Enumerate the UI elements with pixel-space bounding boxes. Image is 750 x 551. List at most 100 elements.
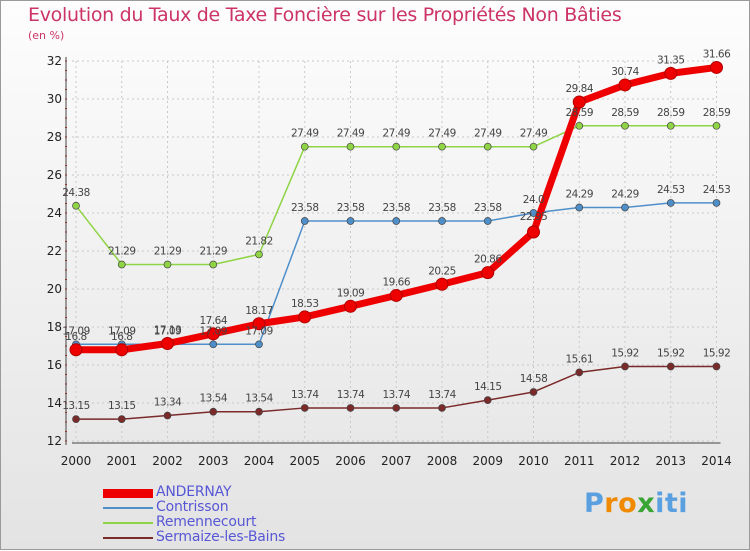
- data-label: 28.59: [565, 107, 593, 119]
- data-label: 27.49: [382, 128, 410, 140]
- data-point: [483, 396, 492, 404]
- legend-label: Remennecourt: [156, 514, 257, 530]
- x-tick-label: 2012: [610, 454, 641, 468]
- data-point: [666, 199, 675, 207]
- data-point: [712, 199, 721, 207]
- data-point: [712, 362, 721, 371]
- logo-letter: r: [604, 488, 619, 519]
- data-label: 15.92: [611, 348, 639, 360]
- data-label: 16.8: [111, 331, 132, 343]
- data-point: [438, 404, 446, 412]
- data-label: 13.54: [199, 393, 227, 405]
- y-tick-label: 12: [47, 434, 62, 448]
- data-label: 14.58: [520, 373, 548, 385]
- data-point: [300, 217, 309, 225]
- logo-letter: P: [584, 488, 605, 519]
- data-point: [344, 299, 357, 313]
- data-label: 28.59: [703, 107, 731, 119]
- data-label: 27.49: [520, 128, 548, 140]
- data-label: 21.29: [154, 245, 182, 257]
- chart-title: Evolution du Taux de Taxe Foncière sur l…: [28, 4, 622, 26]
- data-label: 13.15: [62, 400, 90, 412]
- data-point: [575, 121, 584, 130]
- legend-item: Remennecourt: [103, 514, 363, 531]
- data-point: [117, 415, 126, 423]
- data-label: 13.74: [382, 389, 410, 401]
- data-label: 17.09: [245, 325, 273, 337]
- data-label: 14.15: [474, 381, 502, 393]
- logo-letter: i: [678, 488, 689, 519]
- legend-swatch: [103, 522, 153, 524]
- data-label: 18.17: [245, 305, 273, 317]
- data-point: [209, 260, 218, 269]
- data-point: [621, 121, 629, 130]
- data-label: 13.74: [337, 389, 365, 401]
- data-point: [209, 407, 218, 416]
- x-tick-label: 2003: [198, 454, 229, 468]
- data-label: 24.0: [523, 194, 544, 206]
- data-label: 15.92: [703, 348, 731, 360]
- data-label: 24.53: [657, 184, 685, 196]
- data-point: [209, 340, 218, 349]
- data-label: 23.58: [337, 202, 365, 214]
- data-label: 31.35: [657, 54, 685, 66]
- data-point: [163, 260, 172, 269]
- data-label: 20.25: [428, 265, 456, 277]
- data-point: [300, 404, 309, 412]
- data-point: [438, 217, 446, 225]
- data-label: 22.95: [520, 211, 548, 223]
- legend-item: Contrisson: [103, 499, 363, 516]
- data-point: [483, 142, 492, 151]
- x-tick-label: 2005: [289, 454, 320, 468]
- data-label: 13.74: [428, 389, 456, 401]
- x-tick-label: 2006: [335, 454, 366, 468]
- data-label: 13.54: [245, 393, 273, 405]
- data-point: [115, 343, 129, 357]
- data-point: [438, 142, 446, 151]
- y-tick-label: 32: [47, 54, 62, 68]
- data-point: [710, 60, 723, 74]
- data-label: 23.58: [291, 202, 319, 214]
- data-label: 27.49: [337, 128, 365, 140]
- data-point: [392, 404, 401, 412]
- y-tick-label: 14: [47, 396, 62, 410]
- x-tick-label: 2000: [61, 454, 92, 468]
- data-point: [252, 317, 266, 331]
- data-point: [618, 78, 632, 92]
- data-label: 18.53: [291, 298, 319, 310]
- x-tick-label: 2011: [564, 454, 595, 468]
- x-tick-label: 2014: [701, 454, 732, 468]
- data-point: [72, 415, 80, 423]
- data-point: [69, 343, 83, 357]
- data-label: 29.84: [565, 83, 593, 95]
- data-label: 24.38: [62, 187, 90, 199]
- data-label: 23.58: [382, 202, 410, 214]
- data-label: 23.58: [474, 202, 502, 214]
- data-point: [255, 340, 263, 349]
- y-tick-label: 26: [47, 168, 62, 182]
- data-point: [389, 288, 403, 302]
- data-point: [529, 142, 538, 151]
- data-label: 15.92: [657, 348, 685, 360]
- legend-item: Sermaize-les-Bains: [103, 529, 363, 546]
- data-point: [298, 310, 312, 324]
- x-tick-label: 2009: [472, 454, 503, 468]
- data-point: [72, 201, 80, 210]
- data-label: 21.29: [199, 245, 227, 257]
- legend-item: ANDERNAY: [103, 484, 363, 501]
- data-point: [346, 404, 355, 412]
- data-point: [255, 250, 263, 259]
- data-point: [206, 327, 220, 341]
- data-label: 17.64: [199, 315, 227, 327]
- data-point: [392, 142, 401, 151]
- y-unit-label: (en %): [28, 29, 65, 42]
- x-tick-label: 2013: [655, 454, 686, 468]
- x-tick-label: 2007: [381, 454, 412, 468]
- data-label: 17.09: [154, 325, 182, 337]
- data-label: 13.15: [108, 400, 136, 412]
- data-point: [346, 217, 355, 225]
- data-label: 31.66: [703, 48, 731, 60]
- data-label: 24.29: [611, 188, 639, 200]
